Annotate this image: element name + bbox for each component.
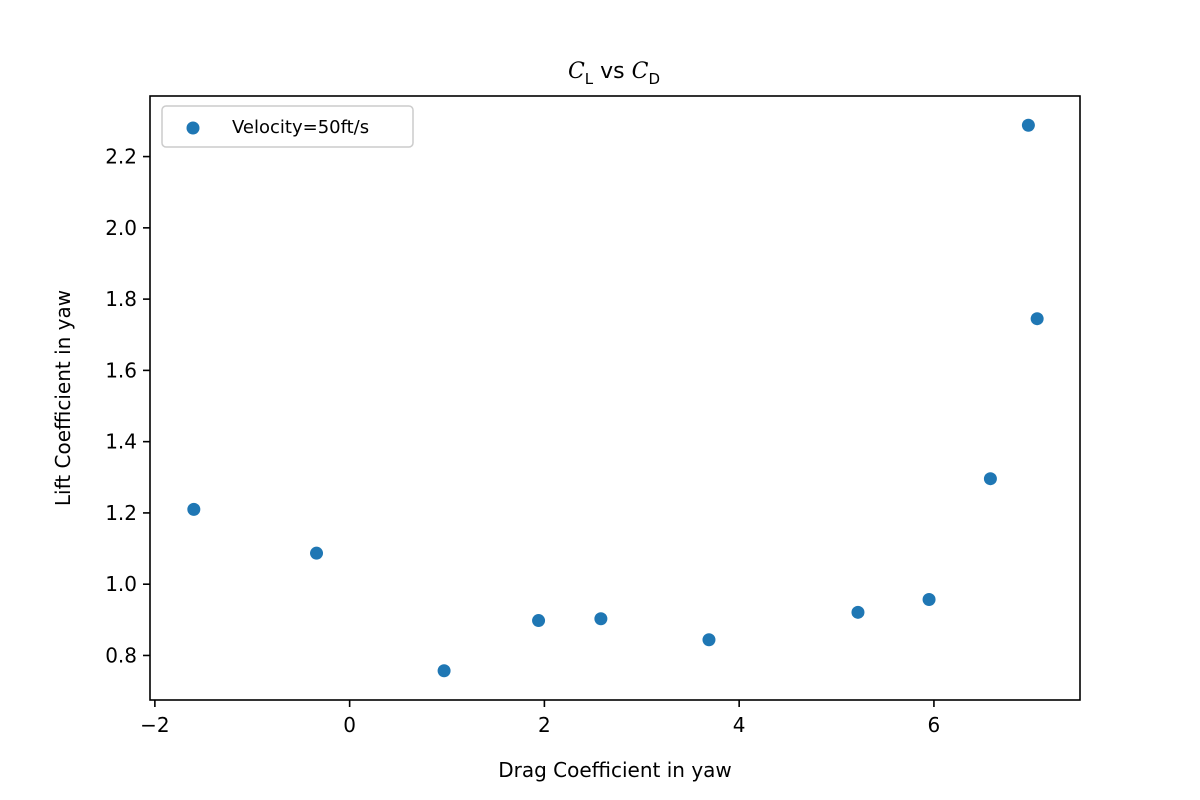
title-c-drag: C xyxy=(632,59,649,84)
legend-box xyxy=(161,105,414,148)
chart-title: CL vs CD xyxy=(568,59,660,88)
title-vs: vs xyxy=(593,59,631,84)
y-tick-label: 1.6 xyxy=(105,358,137,382)
data-point xyxy=(532,614,546,628)
data-point xyxy=(983,472,997,486)
data-points xyxy=(187,118,1044,678)
x-axis-ticks: −2 0 2 4 6 xyxy=(140,700,940,737)
x-tick-label: 4 xyxy=(733,713,746,737)
legend: Velocity=50ft/s xyxy=(161,105,414,148)
x-tick-label: 6 xyxy=(928,713,941,737)
y-tick-label: 1.2 xyxy=(105,501,137,525)
data-point xyxy=(1030,312,1044,326)
title-sub-drag: D xyxy=(648,70,660,88)
x-tick-label: 2 xyxy=(538,713,551,737)
data-point xyxy=(851,605,865,619)
y-tick-label: 1.0 xyxy=(105,572,137,596)
data-point xyxy=(310,546,324,560)
data-point xyxy=(1021,118,1035,132)
data-point xyxy=(702,633,716,647)
y-axis-ticks: 0.8 1.0 1.2 1.4 1.6 1.8 2.0 2.2 xyxy=(105,145,150,667)
plot-area-frame xyxy=(149,95,1081,701)
x-tick-label: 0 xyxy=(343,713,356,737)
data-point xyxy=(594,612,608,626)
data-point xyxy=(922,593,936,607)
y-axis-label: Lift Coefficient in yaw xyxy=(51,290,75,506)
title-c-lift: C xyxy=(568,59,585,84)
y-tick-label: 2.0 xyxy=(105,216,137,240)
title-sub-lift: L xyxy=(585,70,594,88)
x-axis-label: Drag Coefficient in yaw xyxy=(498,758,732,782)
y-tick-label: 1.4 xyxy=(105,430,137,454)
x-tick-label: −2 xyxy=(140,713,169,737)
y-tick-label: 0.8 xyxy=(105,643,137,667)
y-tick-label: 2.2 xyxy=(105,145,137,169)
y-tick-label: 1.8 xyxy=(105,287,137,311)
data-point xyxy=(437,664,451,678)
legend-marker xyxy=(186,121,200,135)
legend-label: Velocity=50ft/s xyxy=(232,117,369,138)
data-point xyxy=(187,502,201,516)
